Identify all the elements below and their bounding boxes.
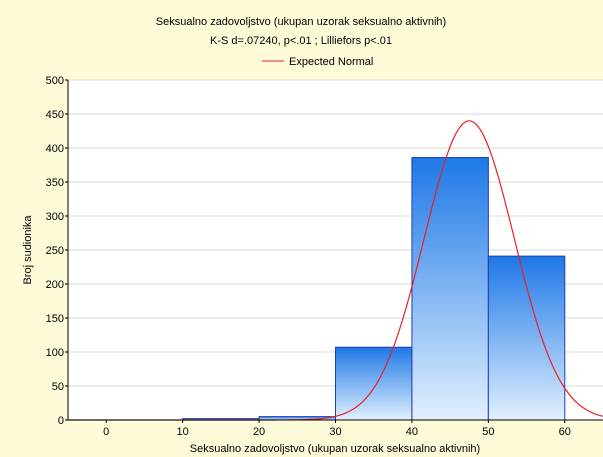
x-axis-label: Seksualno zadovoljstvo (ukupan uzorak se… — [190, 443, 480, 455]
histogram-bar — [335, 346, 413, 421]
histogram-bar — [411, 157, 489, 421]
chart-title: Seksualno zadovoljstvo (ukupan uzorak se… — [156, 16, 446, 28]
y-tick-label: 100 — [46, 347, 64, 359]
x-tick-label: 10 — [177, 426, 189, 438]
y-tick-label: 200 — [46, 279, 64, 291]
chart-subtitle: K-S d=.07240, p<.01 ; Lilliefors p<.01 — [210, 35, 392, 47]
y-tick-label: 250 — [46, 245, 64, 257]
x-tick-labels: 0 10 20 30 40 50 60 — [103, 420, 571, 438]
legend: Expected Normal — [262, 56, 373, 68]
x-tick-label: 20 — [253, 426, 265, 438]
y-tick-label: 300 — [46, 211, 64, 223]
y-tick-label: 350 — [46, 177, 64, 189]
y-tick-label: 50 — [52, 381, 64, 393]
y-axis-label: Broj sudionika — [22, 215, 34, 285]
x-tick-label: 60 — [559, 426, 571, 438]
y-tick-label: 450 — [46, 109, 64, 121]
x-tick-label: 0 — [103, 426, 109, 438]
x-tick-label: 30 — [329, 426, 341, 438]
y-tick-label: 400 — [46, 143, 64, 155]
histogram-bar — [487, 255, 566, 421]
y-tick-label: 0 — [58, 415, 64, 427]
y-tick-label: 150 — [46, 313, 64, 325]
histogram-bars — [182, 157, 566, 421]
legend-label-expected-normal: Expected Normal — [289, 56, 373, 68]
y-tick-label: 500 — [46, 75, 64, 87]
y-tick-labels: 0 50 100 150 200 250 300 350 400 450 500 — [46, 75, 68, 427]
x-tick-label: 40 — [406, 426, 418, 438]
x-tick-label: 50 — [482, 426, 494, 438]
